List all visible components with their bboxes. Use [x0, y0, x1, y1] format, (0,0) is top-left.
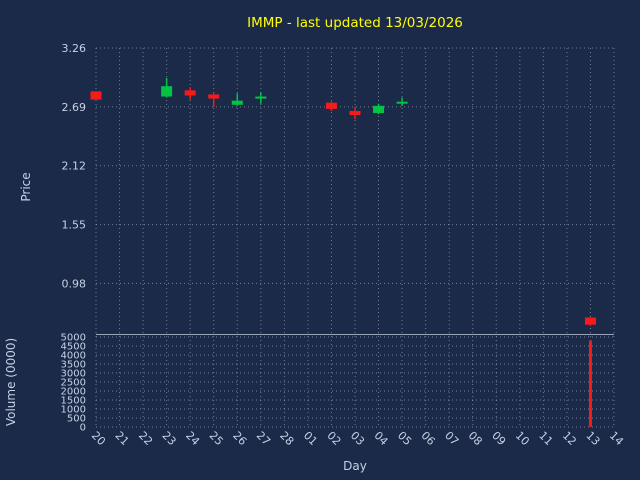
day-tick-label: 26: [230, 429, 249, 448]
volume-tick-label: 2500: [61, 378, 86, 389]
day-tick-label: 25: [207, 429, 226, 448]
price-tick-label: 2.12: [62, 160, 87, 173]
price-tick-label: 2.69: [62, 101, 87, 114]
day-tick-label: 21: [112, 429, 131, 448]
candle-body: [373, 105, 385, 114]
volume-tick-label: 4000: [61, 351, 86, 362]
chart-title: IMMP - last updated 13/03/2026: [247, 15, 463, 31]
candle-body: [584, 317, 596, 325]
candle-body: [161, 86, 173, 97]
volume-tick-label: 5000: [61, 333, 86, 344]
volume-tick-label: 2000: [61, 387, 86, 398]
day-tick-label: 02: [324, 429, 343, 448]
candle-body: [325, 102, 337, 109]
x-axis-label: Day: [343, 459, 367, 473]
day-tick-label: 10: [513, 429, 532, 448]
day-tick-label: 05: [395, 429, 414, 448]
candle-body: [208, 94, 220, 99]
day-tick-label: 09: [489, 429, 508, 448]
candle-body: [396, 101, 408, 104]
day-tick-label: 27: [254, 429, 273, 448]
candle-body: [90, 91, 102, 100]
volume-tick-label: 1500: [61, 396, 86, 407]
day-tick-label: 13: [583, 429, 602, 448]
volume-tick-label: 0: [80, 423, 86, 434]
volume-tick-label: 1000: [61, 405, 86, 416]
volume-axis-label: Volume (0000): [4, 338, 18, 426]
day-tick-label: 07: [442, 429, 461, 448]
day-tick-label: 04: [371, 429, 390, 448]
candle-body: [231, 100, 243, 105]
candle-body: [184, 90, 196, 96]
volume-tick-label: 500: [67, 414, 86, 425]
day-tick-label: 28: [277, 429, 296, 448]
day-tick-label: 08: [466, 429, 485, 448]
day-tick-label: 12: [560, 429, 579, 448]
day-tick-label: 14: [607, 429, 626, 448]
day-tick-label: 06: [419, 429, 438, 448]
day-tick-label: 11: [536, 429, 555, 448]
price-axis-label: Price: [19, 172, 33, 201]
price-tick-label: 1.55: [62, 219, 87, 232]
volume-bar: [588, 340, 592, 427]
candle-body: [255, 96, 267, 99]
price-tick-label: 3.26: [62, 42, 87, 55]
day-tick-label: 23: [160, 429, 179, 448]
candle-body: [349, 110, 361, 116]
day-tick-label: 22: [136, 429, 155, 448]
volume-tick-label: 3500: [61, 360, 86, 371]
volume-tick-label: 4500: [61, 342, 86, 353]
plot-layer: 20 21 22 23 24 25 26 27 28 01 02 03 04 05 06 07 08 09 10 11…: [61, 42, 626, 448]
day-tick-label: 03: [348, 429, 367, 448]
day-tick-label: 01: [301, 429, 320, 448]
volume-tick-label: 3000: [61, 369, 86, 380]
price-tick-label: 0.98: [62, 277, 87, 290]
day-tick-label: 24: [183, 429, 202, 448]
day-tick-label: 20: [89, 429, 108, 448]
